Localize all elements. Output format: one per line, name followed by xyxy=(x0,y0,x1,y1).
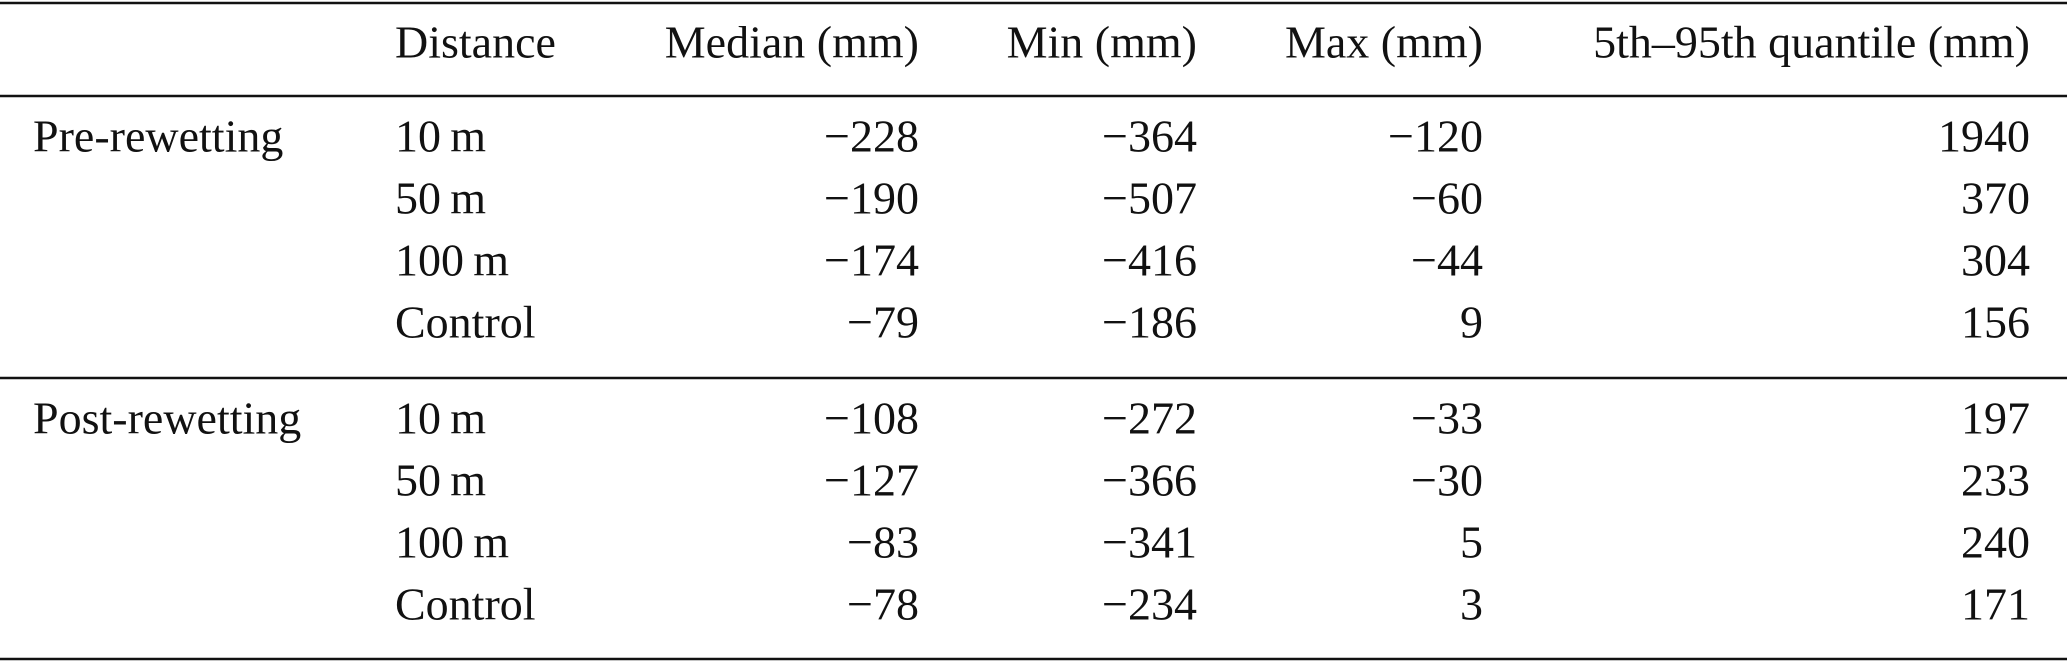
value-cell: −44 xyxy=(1411,235,1483,286)
distance-cell: Control xyxy=(395,579,536,630)
value-cell: −30 xyxy=(1411,455,1483,506)
column-header: Median (mm) xyxy=(665,17,919,68)
value-cell: 156 xyxy=(1961,297,2030,348)
value-cell: −60 xyxy=(1411,173,1483,224)
value-cell: −272 xyxy=(1102,393,1197,444)
value-cell: −186 xyxy=(1102,297,1197,348)
value-cell: −120 xyxy=(1388,111,1483,162)
distance-cell: 10 m xyxy=(395,393,486,444)
column-header: 5th–95th quantile (mm) xyxy=(1593,17,2030,68)
value-cell: 304 xyxy=(1961,235,2030,286)
value-cell: −366 xyxy=(1102,455,1197,506)
value-cell: −190 xyxy=(824,173,919,224)
value-cell: 171 xyxy=(1961,579,2030,630)
value-cell: −78 xyxy=(847,579,919,630)
column-header: Max (mm) xyxy=(1285,17,1483,68)
value-cell: −83 xyxy=(847,517,919,568)
value-cell: 5 xyxy=(1460,517,1483,568)
group-label: Pre-rewetting xyxy=(33,111,283,162)
distance-cell: 100 m xyxy=(395,517,509,568)
column-header: Min (mm) xyxy=(1007,17,1197,68)
value-cell: −108 xyxy=(824,393,919,444)
distance-cell: 10 m xyxy=(395,111,486,162)
value-cell: 370 xyxy=(1961,173,2030,224)
distance-cell: 50 m xyxy=(395,455,486,506)
value-cell: −127 xyxy=(824,455,919,506)
column-header: Distance xyxy=(395,17,556,68)
value-cell: −79 xyxy=(847,297,919,348)
value-cell: −228 xyxy=(824,111,919,162)
distance-cell: 100 m xyxy=(395,235,509,286)
value-cell: −234 xyxy=(1102,579,1197,630)
value-cell: 233 xyxy=(1961,455,2030,506)
value-cell: −174 xyxy=(824,235,919,286)
value-cell: 197 xyxy=(1961,393,2030,444)
value-cell: 240 xyxy=(1961,517,2030,568)
value-cell: −341 xyxy=(1102,517,1197,568)
value-cell: −33 xyxy=(1411,393,1483,444)
value-cell: 1940 xyxy=(1938,111,2030,162)
value-cell: −416 xyxy=(1102,235,1197,286)
value-cell: 9 xyxy=(1460,297,1483,348)
value-cell: 3 xyxy=(1460,579,1483,630)
distance-cell: 50 m xyxy=(395,173,486,224)
group-label: Post-rewetting xyxy=(33,393,301,444)
value-cell: −364 xyxy=(1102,111,1197,162)
value-cell: −507 xyxy=(1102,173,1197,224)
distance-cell: Control xyxy=(395,297,536,348)
